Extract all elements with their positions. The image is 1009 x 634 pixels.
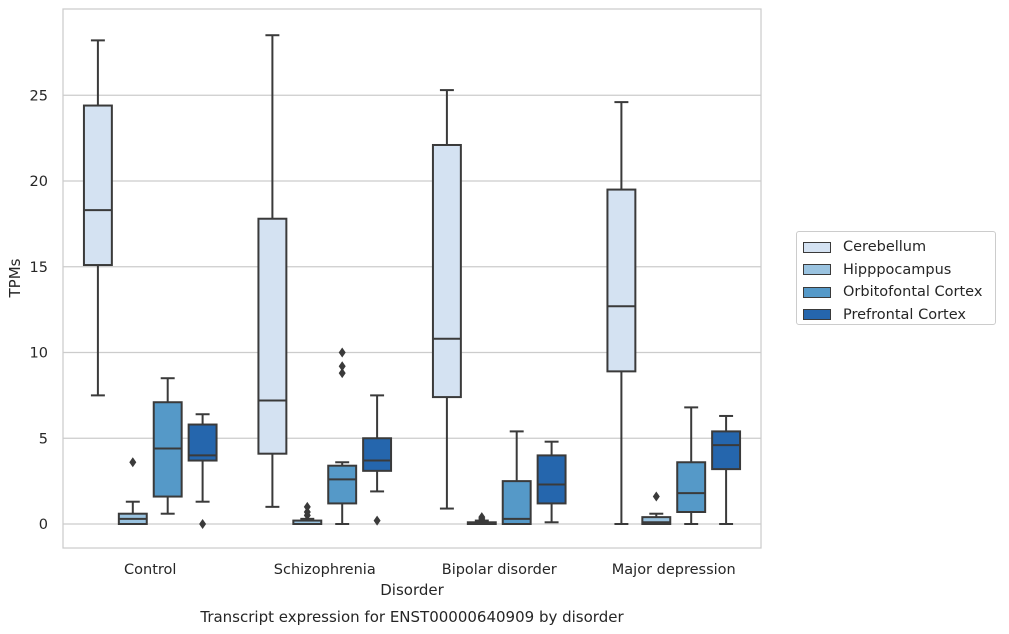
box-2-1: [466, 512, 497, 525]
legend-label: Cerebellum: [843, 239, 927, 256]
legend-swatch: [803, 241, 831, 253]
y-tick-label: 15: [30, 260, 48, 276]
box-2-3: [536, 440, 567, 524]
y-tick-labels: 0 5 10 15 20 25: [30, 88, 48, 533]
figure-caption: Transcript expression for ENST0000064090…: [199, 608, 624, 626]
box-0-2: [152, 377, 183, 515]
legend-swatch: [803, 264, 831, 276]
box-2-2: [501, 430, 532, 525]
legend-swatch: [803, 286, 831, 298]
box-2-0: [431, 89, 462, 510]
y-tick-label: 25: [30, 88, 48, 104]
outlier-point: [338, 368, 346, 379]
box-0-3: [187, 413, 218, 529]
box-0-1: [117, 457, 148, 526]
y-tick-label: 5: [39, 431, 48, 447]
box-iqr: [257, 217, 288, 455]
x-tick-label: Bipolar disorder: [442, 562, 557, 578]
legend: Cerebellum Hipppocampus Orbitofontal Corte…: [796, 231, 996, 325]
legend-item: Cerebellum: [803, 236, 989, 259]
box-1-2: [327, 347, 358, 525]
boxes-layer: [82, 34, 742, 529]
box-iqr: [327, 464, 358, 505]
box-iqr: [501, 480, 532, 525]
box-1-1: [292, 501, 323, 526]
legend-item: Hipppocampus: [803, 259, 989, 282]
box-iqr: [536, 454, 567, 505]
box-iqr: [606, 188, 637, 373]
box-iqr: [711, 430, 742, 471]
box-1-3: [362, 394, 393, 526]
outlier-point: [652, 491, 660, 502]
box-iqr: [362, 437, 393, 472]
outlier-point: [199, 519, 207, 529]
legend-item: Prefrontal Cortex: [803, 304, 989, 327]
legend-label: Orbitofontal Cortex: [843, 284, 983, 301]
box-iqr: [431, 143, 462, 399]
outlier-point: [373, 515, 381, 526]
x-axis-label: Disorder: [380, 581, 444, 599]
x-tick-label: Major depression: [612, 562, 736, 578]
box-iqr: [82, 104, 113, 267]
box-1-0: [257, 34, 288, 508]
x-tick-label: Control: [124, 562, 176, 578]
outlier-point: [338, 347, 346, 358]
y-tick-label: 0: [39, 517, 48, 533]
box-0-0: [82, 39, 113, 397]
outlier-point: [478, 512, 486, 523]
box-iqr: [641, 516, 672, 526]
x-tick-label: Schizophrenia: [274, 562, 376, 578]
x-tick-labels: Control Schizophrenia Bipolar disorder Majo…: [124, 562, 736, 578]
outlier-point: [129, 457, 137, 468]
legend-item: Orbitofontal Cortex: [803, 281, 989, 304]
box-3-2: [676, 406, 707, 525]
legend-label: Hipppocampus: [843, 261, 952, 278]
box-3-0: [606, 101, 637, 525]
legend-label: Prefrontal Cortex: [843, 306, 966, 323]
box-iqr: [676, 461, 707, 513]
y-tick-label: 10: [30, 346, 48, 362]
box-3-1: [641, 491, 672, 526]
legend-swatch: [803, 309, 831, 321]
outlier-point: [303, 501, 311, 512]
y-tick-label: 20: [30, 174, 48, 190]
y-axis-label: TPMs: [6, 258, 24, 298]
outlier-point: [338, 361, 346, 372]
outlier-point: [303, 506, 311, 517]
box-3-3: [711, 414, 742, 525]
